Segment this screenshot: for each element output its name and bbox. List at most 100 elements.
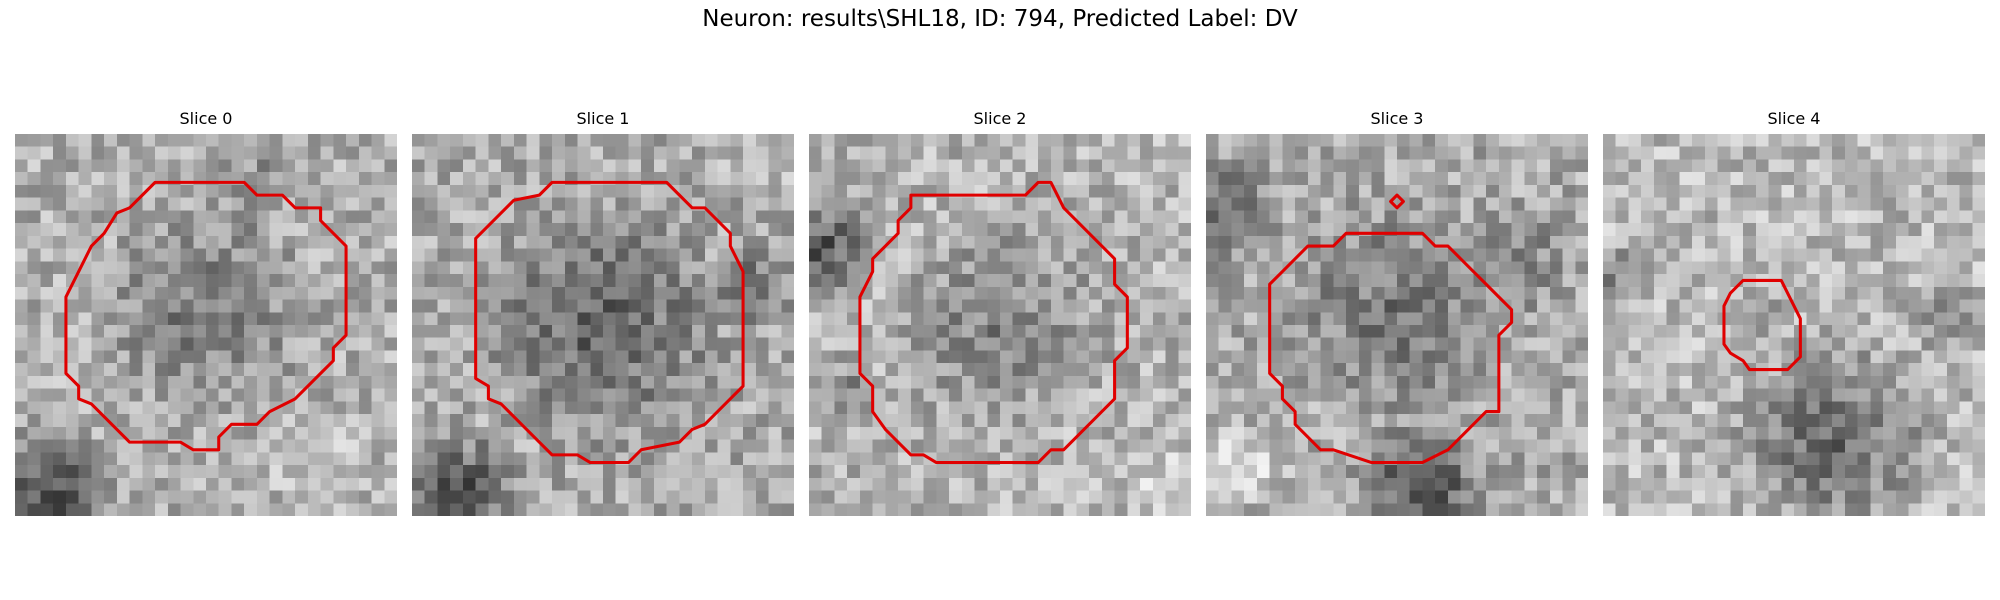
pixel	[910, 325, 924, 338]
pixel	[437, 363, 451, 377]
pixel	[834, 146, 848, 160]
pixel	[1679, 172, 1693, 186]
pixel	[936, 363, 950, 377]
pixel	[282, 197, 296, 211]
pixel	[1908, 299, 1922, 313]
pixel	[603, 274, 616, 288]
pixel	[743, 261, 757, 275]
pixel	[1127, 337, 1141, 351]
pixel	[666, 337, 680, 351]
pixel	[371, 184, 385, 198]
pixel	[129, 248, 143, 262]
pixel	[501, 197, 515, 211]
pixel	[475, 312, 489, 326]
pixel	[1781, 439, 1795, 453]
pixel	[1435, 401, 1449, 415]
pixel	[167, 210, 181, 224]
pixel	[590, 286, 604, 300]
pixel	[1844, 172, 1858, 186]
pixel	[1653, 337, 1667, 351]
pixel	[987, 274, 1001, 288]
pixel	[704, 337, 718, 351]
pixel	[256, 261, 270, 275]
pixel	[1653, 299, 1667, 313]
pixel	[1946, 223, 1960, 237]
pixel	[1114, 477, 1128, 491]
pixel	[40, 337, 54, 351]
pixel	[1641, 184, 1655, 198]
pixel	[1908, 312, 1922, 326]
pixel	[1358, 197, 1372, 211]
pixel	[206, 197, 219, 211]
pixel	[475, 388, 489, 402]
pixel	[1231, 337, 1245, 351]
pixel	[603, 414, 616, 428]
pixel	[1307, 426, 1321, 440]
pixel	[539, 375, 553, 389]
pixel	[974, 350, 988, 364]
pixel	[1832, 325, 1846, 338]
pixel	[704, 401, 718, 415]
pixel	[781, 439, 794, 453]
pixel	[1447, 261, 1461, 275]
pixel	[526, 210, 540, 224]
pixel	[692, 503, 706, 516]
pixel	[116, 248, 130, 262]
pixel	[1358, 414, 1372, 428]
pixel	[717, 465, 731, 479]
pixel	[282, 134, 296, 147]
pixel	[193, 503, 207, 516]
pixel	[1473, 223, 1487, 237]
pixel	[590, 134, 604, 147]
pixel	[1140, 452, 1154, 466]
pixel	[1269, 261, 1283, 275]
pixel	[1895, 299, 1909, 313]
pixel	[206, 248, 219, 262]
pixel	[1794, 439, 1807, 453]
pixel	[1000, 286, 1013, 300]
pixel	[552, 248, 566, 262]
pixel	[462, 286, 476, 300]
pixel	[295, 312, 309, 326]
pixel	[1178, 134, 1191, 147]
pixel	[898, 401, 912, 415]
pixel	[666, 286, 680, 300]
pixel	[936, 248, 950, 262]
pixel	[1358, 210, 1372, 224]
pixel	[142, 363, 156, 377]
pixel	[15, 490, 28, 504]
pixel	[1819, 325, 1833, 338]
pixel	[898, 299, 912, 313]
pixel	[269, 146, 283, 160]
pixel	[577, 350, 591, 364]
pixel	[1447, 274, 1461, 288]
pixel	[961, 325, 975, 338]
pixel	[1972, 426, 1985, 440]
pixel	[526, 248, 540, 262]
pixel	[1127, 388, 1141, 402]
pixel	[27, 439, 41, 453]
pixel	[1101, 248, 1115, 262]
pixel	[1076, 210, 1090, 224]
pixel	[307, 210, 321, 224]
pixel	[743, 439, 757, 453]
pixel	[371, 465, 385, 479]
pixel	[1666, 299, 1680, 313]
pixel	[653, 350, 667, 364]
pixel	[1666, 465, 1680, 479]
pixel	[936, 477, 950, 491]
pixel	[1819, 426, 1833, 440]
pixel	[1333, 159, 1347, 173]
pixel	[1641, 146, 1655, 160]
pixel	[1857, 261, 1871, 275]
pixel	[269, 159, 283, 173]
pixel	[974, 414, 988, 428]
pixel	[320, 197, 334, 211]
pixel	[768, 426, 782, 440]
pixel	[859, 503, 873, 516]
pixel	[666, 490, 680, 504]
pixel	[218, 350, 232, 364]
pixel	[231, 184, 245, 198]
pixel	[1857, 146, 1871, 160]
pixel	[40, 223, 54, 237]
